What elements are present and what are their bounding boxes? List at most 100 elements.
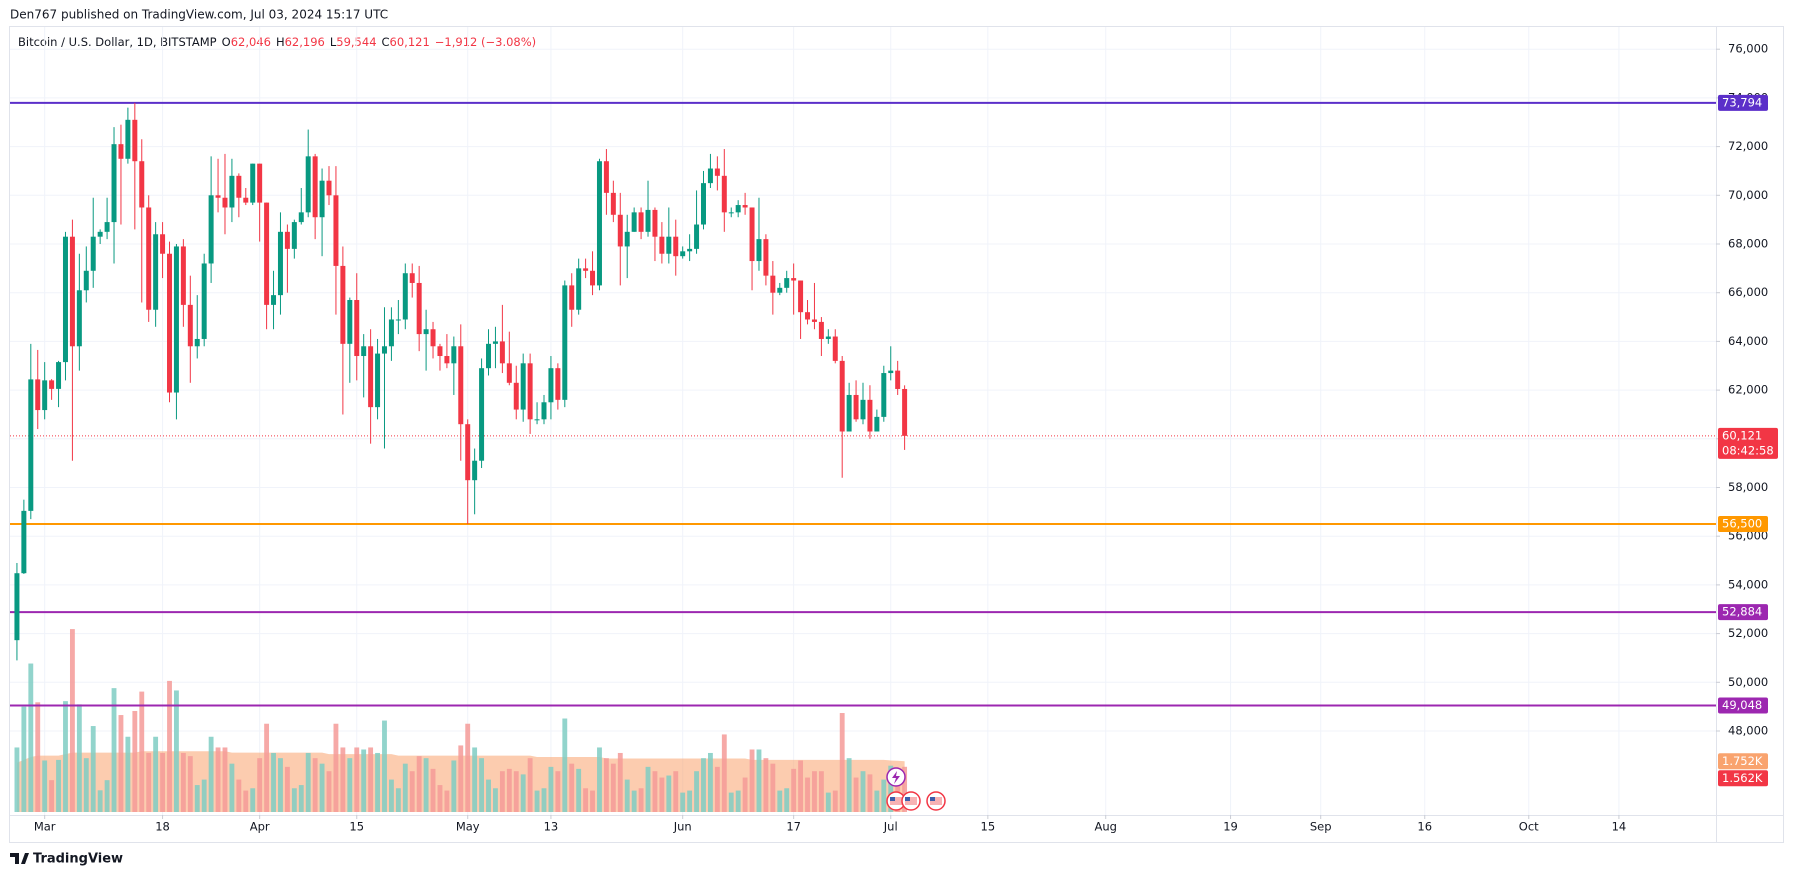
last-price-label: 60,121	[1722, 428, 1762, 442]
candle-body	[173, 246, 179, 393]
volume-bar	[361, 749, 367, 812]
candle-body	[395, 319, 401, 321]
candle-body	[437, 346, 443, 357]
volume-bar	[513, 771, 519, 812]
volume-bar	[839, 713, 845, 812]
candle-body	[895, 370, 901, 389]
volume-bar	[562, 718, 568, 812]
volume-bar	[28, 663, 34, 812]
candle-body	[312, 156, 318, 218]
volume-bar	[132, 710, 138, 812]
candle-body	[167, 253, 173, 393]
candle-body	[603, 161, 609, 193]
candle-body	[180, 246, 186, 305]
volume-bar	[368, 747, 374, 812]
volume-bar	[35, 702, 41, 812]
candle-body	[361, 346, 367, 357]
volume-bar	[451, 760, 457, 812]
volume-bar	[860, 771, 866, 812]
level-label-box	[1718, 604, 1768, 621]
volume-bar	[756, 749, 762, 812]
x-tick-label: Jul	[883, 820, 898, 834]
candle-body	[666, 236, 672, 254]
y-tick-label: 72,000	[1728, 139, 1768, 153]
candle-body	[111, 144, 117, 223]
volume-bar	[284, 766, 290, 812]
x-tick-label: Aug	[1094, 820, 1116, 834]
volume-bar	[770, 763, 776, 812]
candle-body	[756, 239, 762, 262]
last-price-box	[1718, 427, 1778, 459]
candle-body	[291, 222, 297, 249]
volume-bar	[236, 779, 242, 812]
volume-bar	[798, 760, 804, 812]
volume-bar	[42, 760, 48, 812]
candle-body	[742, 205, 748, 208]
level-label: 56,500	[1722, 517, 1762, 531]
x-tick-label: 15	[981, 820, 996, 834]
x-tick-label: Apr	[250, 820, 270, 834]
flag-stripes	[905, 797, 917, 805]
candle-body	[201, 263, 207, 339]
candle-body	[492, 341, 498, 344]
volume-bar	[486, 779, 491, 812]
volume-bar	[63, 701, 68, 812]
candle-body	[35, 379, 41, 411]
volume-bar	[479, 758, 485, 812]
volume-bar	[174, 690, 179, 812]
volume-bar	[83, 758, 89, 812]
volume-bar	[652, 771, 658, 812]
candle-body	[250, 163, 256, 203]
event-icon-bolt	[892, 771, 900, 784]
volume-bar	[638, 788, 644, 812]
candle-body	[257, 163, 263, 203]
volume-bar	[416, 756, 422, 812]
candle-body	[21, 510, 27, 574]
volume-bar	[402, 763, 408, 812]
legend-value: 60,121	[390, 35, 430, 49]
volume-bar	[631, 790, 637, 812]
logo-icon	[10, 853, 29, 864]
candle-body	[860, 399, 866, 420]
volume-bar	[597, 747, 602, 812]
volume-bar	[867, 774, 873, 812]
x-tick-label: 13	[544, 820, 559, 834]
footer-logo: TradingView	[10, 852, 123, 867]
volume-bar	[735, 790, 741, 812]
candle-body	[326, 180, 332, 196]
volume-bar	[541, 788, 547, 812]
volume-bar	[340, 747, 346, 812]
volume-bar	[305, 752, 311, 812]
candle-body	[146, 207, 152, 310]
candle-body	[340, 265, 346, 344]
candle-body	[208, 195, 214, 264]
x-tick-label: 14	[1612, 820, 1627, 834]
volume-bar	[701, 758, 706, 812]
level-label-box	[1718, 516, 1768, 533]
x-tick-label: May	[456, 820, 480, 834]
volume-bar	[139, 691, 145, 812]
volume-bar	[97, 790, 103, 812]
candle-body	[451, 346, 457, 364]
candle-body	[825, 336, 831, 339]
candle-body	[465, 424, 471, 481]
candle-body	[222, 197, 228, 208]
candle-body	[118, 144, 124, 159]
flag-stripes	[890, 797, 902, 805]
candle-body	[673, 236, 679, 257]
y-tick-label: 62,000	[1728, 383, 1768, 397]
candle-body	[846, 394, 852, 432]
flag-canton	[905, 797, 910, 801]
volume-bar	[118, 715, 124, 812]
candle-body	[90, 236, 96, 271]
candle-body	[444, 356, 450, 364]
candle-body	[562, 285, 568, 400]
volume-bar	[319, 763, 325, 812]
candle-body	[153, 234, 159, 310]
candle-body	[381, 346, 387, 354]
countdown: 08:42:58	[1722, 443, 1774, 457]
candle-body	[527, 363, 533, 420]
candle-body	[777, 287, 783, 293]
volume-bar	[680, 792, 686, 812]
